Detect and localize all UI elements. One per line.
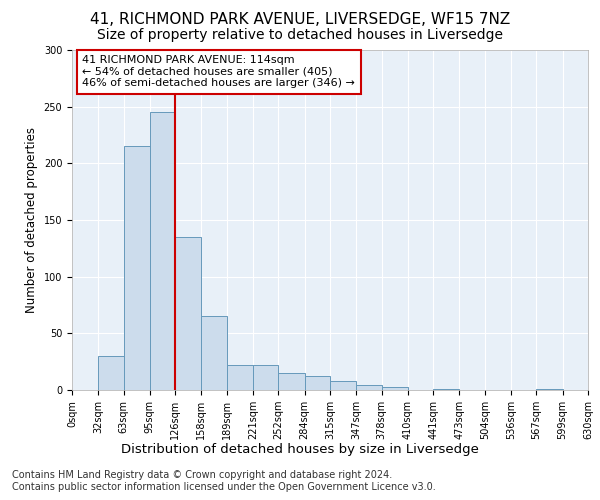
Bar (98, 356, 124, 390)
Bar (202, 316, 227, 390)
Bar (278, 373, 305, 390)
Text: Size of property relative to detached houses in Liversedge: Size of property relative to detached ho… (97, 28, 503, 42)
Bar (536, 389, 563, 390)
Bar (433, 389, 460, 390)
Bar (175, 237, 202, 390)
Bar (305, 376, 330, 390)
Bar (356, 386, 382, 390)
Bar (330, 381, 356, 390)
Text: Contains public sector information licensed under the Open Government Licence v3: Contains public sector information licen… (12, 482, 436, 492)
Bar (227, 365, 253, 390)
Bar (150, 112, 175, 390)
Text: 41, RICHMOND PARK AVENUE, LIVERSEDGE, WF15 7NZ: 41, RICHMOND PARK AVENUE, LIVERSEDGE, WF… (90, 12, 510, 28)
Text: Contains HM Land Registry data © Crown copyright and database right 2024.: Contains HM Land Registry data © Crown c… (12, 470, 392, 480)
Text: 41 RICHMOND PARK AVENUE: 114sqm
← 54% of detached houses are smaller (405)
46% o: 41 RICHMOND PARK AVENUE: 114sqm ← 54% of… (82, 55, 355, 88)
Bar (124, 146, 150, 390)
Y-axis label: Number of detached properties: Number of detached properties (25, 127, 38, 313)
Text: Distribution of detached houses by size in Liversedge: Distribution of detached houses by size … (121, 442, 479, 456)
Bar (253, 365, 278, 390)
Bar (382, 386, 408, 390)
